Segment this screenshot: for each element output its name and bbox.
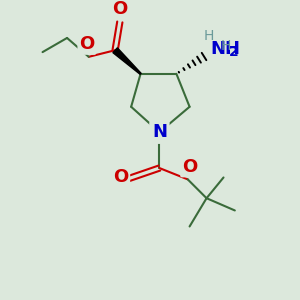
- Polygon shape: [113, 48, 141, 74]
- Text: H: H: [203, 29, 214, 43]
- Text: O: O: [112, 0, 128, 18]
- Text: NH: NH: [210, 40, 240, 58]
- Text: N: N: [152, 123, 167, 141]
- Text: O: O: [113, 169, 128, 187]
- Text: O: O: [182, 158, 197, 175]
- Text: O: O: [79, 35, 94, 53]
- Text: 2: 2: [229, 45, 239, 59]
- Text: H: H: [220, 38, 231, 52]
